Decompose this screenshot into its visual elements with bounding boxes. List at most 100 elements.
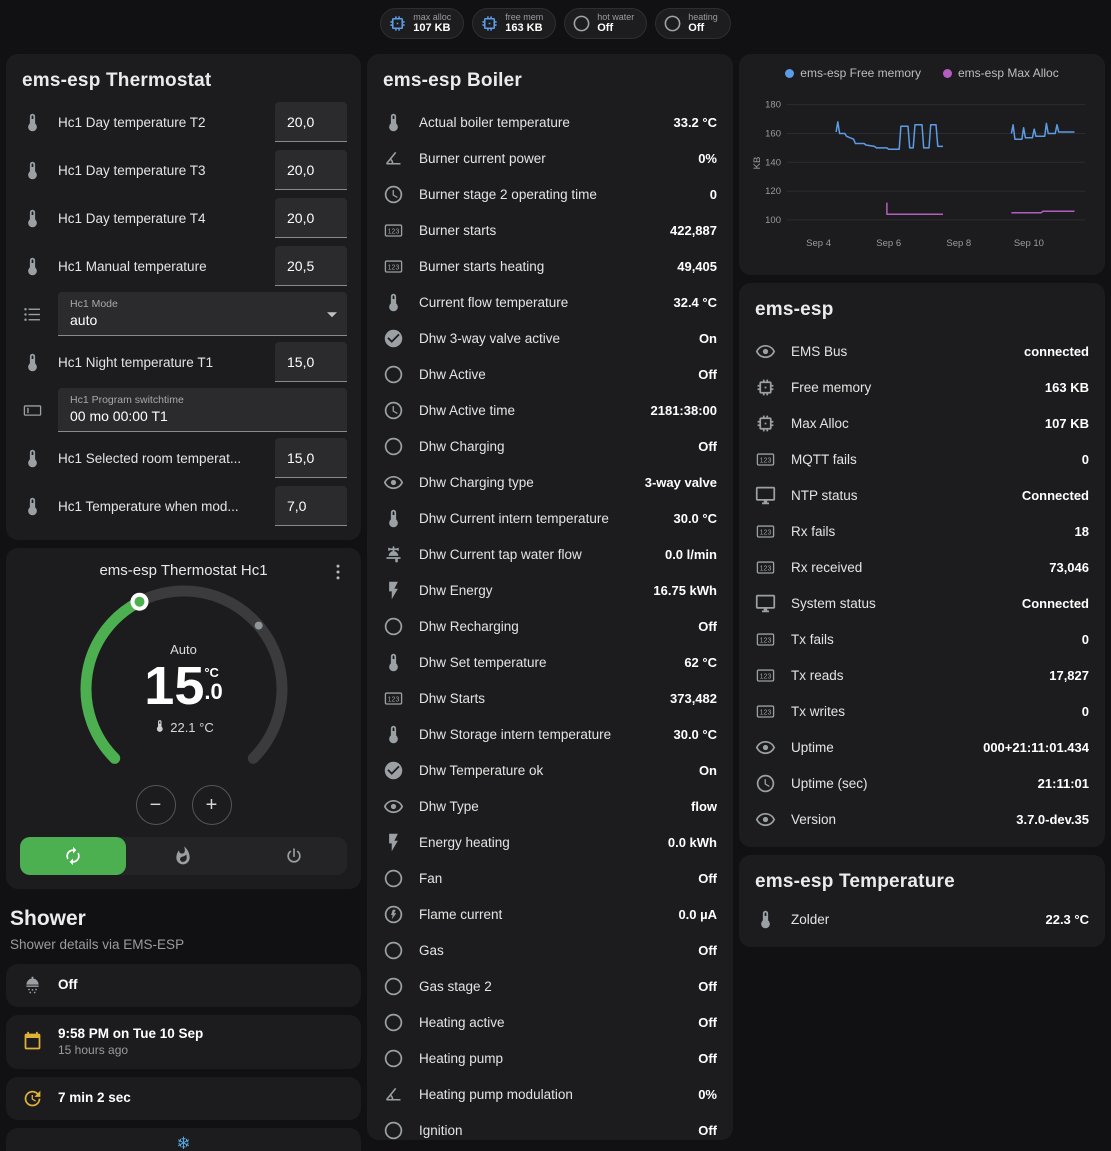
- entity-label: Dhw Starts: [419, 690, 486, 706]
- entity-row-energy-heating[interactable]: Energy heating 0.0 kWh: [367, 824, 733, 860]
- entity-row-heating-pump[interactable]: Heating pump Off: [367, 1040, 733, 1076]
- entity-row-burner-stage-2-operating-time[interactable]: Burner stage 2 operating time 0: [367, 176, 733, 212]
- circle-icon: [664, 15, 681, 31]
- legend-item-ems-esp-max-alloc[interactable]: ems-esp Max Alloc: [943, 66, 1059, 80]
- entity-row-tx-writes[interactable]: 123 Tx writes 0: [739, 693, 1105, 729]
- entity-row-version[interactable]: Version 3.7.0-dev.35: [739, 801, 1105, 837]
- entity-row-rx-fails[interactable]: 123 Rx fails 18: [739, 513, 1105, 549]
- right-column: ems-esp Free memory ems-esp Max Alloc 10…: [739, 54, 1105, 947]
- partial-card[interactable]: ❄: [6, 1127, 361, 1151]
- entity-label: Tx writes: [791, 703, 845, 719]
- legend-dot: [785, 68, 795, 78]
- entity-row-system-status[interactable]: System status Connected: [739, 585, 1105, 621]
- entity-row-burner-current-power[interactable]: Burner current power 0%: [367, 140, 733, 176]
- entity-row-dhw-energy[interactable]: Dhw Energy 16.75 kWh: [367, 572, 733, 608]
- counter-icon: 123: [384, 259, 403, 273]
- entity-row-dhw-charging-type[interactable]: Dhw Charging type 3-way valve: [367, 464, 733, 500]
- badge-free-mem[interactable]: free mem 163 KB: [472, 7, 557, 39]
- entity-row-fan[interactable]: Fan Off: [367, 860, 733, 896]
- thermometer-icon: [389, 509, 398, 527]
- entity-row-burner-starts-heating[interactable]: 123 Burner starts heating 49,405: [367, 248, 733, 284]
- legend-label: ems-esp Max Alloc: [958, 66, 1059, 80]
- badge-hot-water[interactable]: hot water Off: [564, 7, 648, 39]
- svg-text:KB: KB: [752, 157, 763, 170]
- number-input-hc1-day-temperature-t2[interactable]: 20,0: [275, 102, 347, 142]
- entity-row-dhw-current-tap-water-flow[interactable]: Dhw Current tap water flow 0.0 l/min: [367, 536, 733, 572]
- number-input-hc1-night-temperature-t1[interactable]: 15,0: [275, 342, 347, 382]
- entity-row-hc1-day-temperature-t3[interactable]: Hc1 Day temperature T3 20,0: [6, 146, 361, 194]
- decrease-temperature-button[interactable]: −: [135, 785, 176, 825]
- clock-icon: [384, 185, 403, 203]
- entity-row-dhw-type[interactable]: Dhw Type flow: [367, 788, 733, 824]
- entity-row-hc1-mode[interactable]: Hc1 Mode auto: [6, 290, 361, 338]
- entity-row-burner-starts[interactable]: 123 Burner starts 422,887: [367, 212, 733, 248]
- memory-icon: [390, 15, 405, 31]
- entity-row-dhw-recharging[interactable]: Dhw Recharging Off: [367, 608, 733, 644]
- entity-row-hc1-temperature-when-mod[interactable]: Hc1 Temperature when mod... 7,0: [6, 482, 361, 530]
- number-input-hc1-temperature-when-mod[interactable]: 7,0: [275, 486, 347, 526]
- entity-row-zolder[interactable]: Zolder 22.3 °C: [739, 901, 1105, 937]
- legend-item-ems-esp-free-memory[interactable]: ems-esp Free memory: [785, 66, 921, 80]
- entity-value: 21:11:01: [1037, 775, 1089, 791]
- text-input-hc1-program-switchtime[interactable]: Hc1 Program switchtime 00 mo 00:00 T1: [58, 388, 347, 432]
- number-input-hc1-manual-temperature[interactable]: 20,5: [275, 246, 347, 286]
- shower-item-value: Off: [58, 977, 78, 993]
- entity-row-gas-stage-2[interactable]: Gas stage 2 Off: [367, 968, 733, 1004]
- entity-row-heating-pump-modulation[interactable]: Heating pump modulation 0%: [367, 1076, 733, 1112]
- entity-row-dhw-active-time[interactable]: Dhw Active time 2181:38:00: [367, 392, 733, 428]
- entity-row-rx-received[interactable]: 123 Rx received 73,046: [739, 549, 1105, 585]
- entity-row-gas[interactable]: Gas Off: [367, 932, 733, 968]
- badge-heating[interactable]: heating Off: [655, 7, 731, 39]
- entity-row-ignition[interactable]: Ignition Off: [367, 1112, 733, 1140]
- entity-label: Gas: [419, 942, 444, 958]
- entity-row-max-alloc[interactable]: Max Alloc 107 KB: [739, 405, 1105, 441]
- entity-row-tx-reads[interactable]: 123 Tx reads 17,827: [739, 657, 1105, 693]
- entity-row-flame-current[interactable]: Flame current 0.0 µA: [367, 896, 733, 932]
- entity-row-hc1-night-temperature-t1[interactable]: Hc1 Night temperature T1 15,0: [6, 338, 361, 386]
- memory-chart[interactable]: 100 120 140 160 180 Sep 4 Sep 6 Sep 8 Sep 10 KB: [751, 86, 1091, 264]
- entity-row-mqtt-fails[interactable]: 123 MQTT fails 0: [739, 441, 1105, 477]
- thermostat-dial[interactable]: Auto 15 °C .0 22.1 °C − +: [6, 581, 361, 825]
- number-input-hc1-selected-room-temperat[interactable]: 15,0: [275, 438, 347, 478]
- entity-label: Burner starts: [419, 222, 497, 238]
- entity-row-dhw-set-temperature[interactable]: Dhw Set temperature 62 °C: [367, 644, 733, 680]
- hvac-mode-off-button[interactable]: [241, 837, 347, 875]
- entity-row-dhw-active[interactable]: Dhw Active Off: [367, 356, 733, 392]
- select-hc1-mode[interactable]: Hc1 Mode auto: [58, 292, 347, 336]
- entity-row-hc1-manual-temperature[interactable]: Hc1 Manual temperature 20,5: [6, 242, 361, 290]
- entity-row-dhw-storage-intern-temperature[interactable]: Dhw Storage intern temperature 30.0 °C: [367, 716, 733, 752]
- entity-value: 0: [1081, 703, 1089, 719]
- entity-row-heating-active[interactable]: Heating active Off: [367, 1004, 733, 1040]
- entity-value: Off: [698, 1050, 717, 1066]
- entity-row-dhw-3-way-valve-active[interactable]: Dhw 3-way valve active On: [367, 320, 733, 356]
- increase-temperature-button[interactable]: +: [191, 785, 232, 825]
- entity-row-dhw-current-intern-temperature[interactable]: Dhw Current intern temperature 30.0 °C: [367, 500, 733, 536]
- entity-row-hc1-selected-room-temperat[interactable]: Hc1 Selected room temperat... 15,0: [6, 434, 361, 482]
- entity-row-uptime[interactable]: Uptime 000+21:11:01.434: [739, 729, 1105, 765]
- number-input-hc1-day-temperature-t4[interactable]: 20,0: [275, 198, 347, 238]
- entity-row-ems-bus[interactable]: EMS Bus connected: [739, 333, 1105, 369]
- shower-item-7-min-2-sec[interactable]: 7 min 2 sec: [6, 1076, 361, 1120]
- number-input-hc1-day-temperature-t3[interactable]: 20,0: [275, 150, 347, 190]
- entity-row-current-flow-temperature[interactable]: Current flow temperature 32.4 °C: [367, 284, 733, 320]
- entity-row-dhw-charging[interactable]: Dhw Charging Off: [367, 428, 733, 464]
- entity-row-hc1-program-switchtime[interactable]: Hc1 Program switchtime 00 mo 00:00 T1: [6, 386, 361, 434]
- entity-row-dhw-temperature-ok[interactable]: Dhw Temperature ok On: [367, 752, 733, 788]
- shower-item-off[interactable]: Off: [6, 964, 361, 1007]
- svg-text:123: 123: [388, 264, 400, 271]
- entity-row-tx-fails[interactable]: 123 Tx fails 0: [739, 621, 1105, 657]
- entity-row-hc1-day-temperature-t4[interactable]: Hc1 Day temperature T4 20,0: [6, 194, 361, 242]
- shower-item-9-58-pm-on-tue-10-sep[interactable]: 9:58 PM on Tue 10 Sep 15 hours ago: [6, 1015, 361, 1069]
- entity-row-dhw-starts[interactable]: 123 Dhw Starts 373,482: [367, 680, 733, 716]
- entity-row-hc1-day-temperature-t2[interactable]: Hc1 Day temperature T2 20,0: [6, 98, 361, 146]
- hvac-mode-auto-button[interactable]: [20, 837, 127, 875]
- entity-row-free-memory[interactable]: Free memory 163 KB: [739, 369, 1105, 405]
- more-options-button[interactable]: [325, 560, 351, 586]
- entity-row-actual-boiler-temperature[interactable]: Actual boiler temperature 33.2 °C: [367, 104, 733, 140]
- badge-max-alloc[interactable]: max alloc 107 KB: [380, 7, 465, 39]
- dial-active-arc[interactable]: [80, 596, 145, 764]
- hvac-mode-heat-button[interactable]: [130, 837, 236, 875]
- svg-text:123: 123: [760, 637, 772, 644]
- entity-row-ntp-status[interactable]: NTP status Connected: [739, 477, 1105, 513]
- entity-row-uptime-sec[interactable]: Uptime (sec) 21:11:01: [739, 765, 1105, 801]
